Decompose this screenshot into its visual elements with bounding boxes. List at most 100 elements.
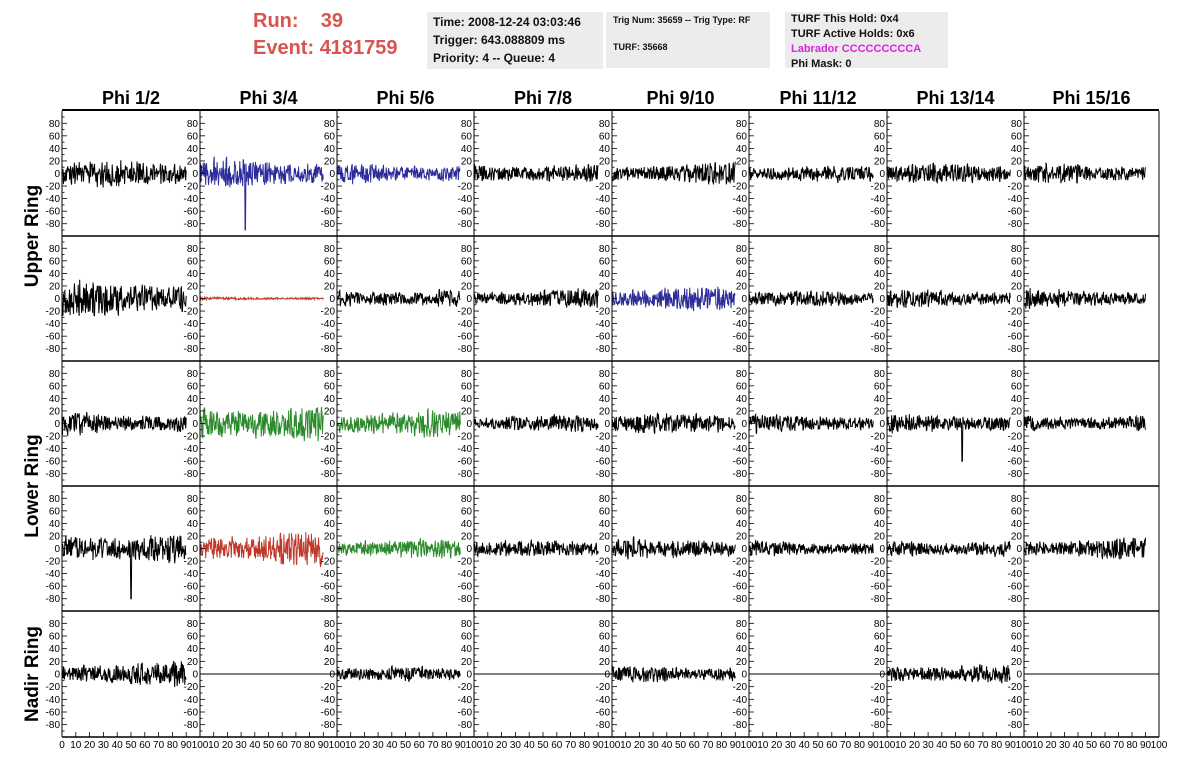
y-tick-label: 80 [461,244,473,255]
y-tick-label: -80 [46,469,61,480]
ring-label: Lower Ring [22,434,43,537]
column-title: Phi 3/4 [239,88,297,108]
y-tick-label: 40 [324,519,336,530]
x-tick-label: 90 [181,740,193,751]
y-tick-label: 60 [187,256,199,267]
y-tick-label: 80 [49,119,61,130]
y-tick-label: 0 [879,294,885,305]
y-tick-label: 60 [599,506,611,517]
y-tick-label: -20 [596,682,611,693]
y-tick-label: -40 [871,695,886,706]
y-tick-label: 60 [874,381,886,392]
y-tick-label: -80 [184,594,199,605]
y-tick-label: 80 [736,494,748,505]
y-tick-label: 40 [49,269,61,280]
y-tick-label: 60 [874,506,886,517]
y-tick-label: -80 [458,594,473,605]
x-tick-label: 60 [1099,740,1111,751]
x-tick-label: 20 [634,740,646,751]
y-tick-label: -60 [321,457,336,468]
waveform-trace [61,411,187,436]
x-tick-label: 90 [868,740,880,751]
column-title: Phi 13/14 [916,88,994,108]
x-tick-label: 20 [222,740,234,751]
waveform-trace [1023,414,1146,432]
x-tick-label: 10 [1032,740,1044,751]
y-tick-label: 20 [599,156,611,167]
x-tick-label: 70 [290,740,302,751]
x-tick-label: 10 [895,740,907,751]
y-tick-label: 0 [329,544,335,555]
y-tick-label: -60 [321,582,336,593]
y-tick-label: -40 [871,319,886,330]
y-tick-label: 0 [741,670,747,681]
y-tick-label: -60 [596,708,611,719]
y-tick-label: 0 [879,544,885,555]
waveform-trace [886,162,1011,184]
y-tick-label: 0 [741,544,747,555]
y-tick-label: 40 [874,144,886,155]
waveform-trace [1023,288,1146,309]
y-tick-label: -20 [184,682,199,693]
y-tick-label: -20 [871,432,886,443]
y-tick-label: 60 [49,632,61,643]
y-tick-label: 0 [1016,169,1022,180]
y-tick-label: 0 [192,670,198,681]
y-tick-label: 20 [874,406,886,417]
y-tick-label: -80 [458,720,473,731]
x-tick-label: 40 [249,740,261,751]
waveform-trace [748,413,874,435]
priority-text: Priority: 4 -- Queue: 4 [433,51,556,65]
y-tick-label: 80 [324,119,336,130]
y-tick-label: -20 [1008,182,1023,193]
y-tick-label: 20 [324,531,336,542]
x-tick-label: 10 [757,740,769,751]
waveform-trace [886,289,1011,308]
y-tick-label: 20 [1011,156,1023,167]
x-tick-label: 50 [812,740,824,751]
waveform-trace [199,532,324,568]
y-tick-label: -40 [46,569,61,580]
y-tick-label: 20 [874,657,886,668]
y-tick-label: -40 [458,194,473,205]
y-tick-label: -40 [596,194,611,205]
y-tick-label: 80 [461,619,473,630]
y-tick-label: 0 [1016,294,1022,305]
y-tick-label: -80 [458,219,473,230]
trigger-info-panel: Trig Num: 35659 -- Trig Type: RF TURF: 3… [606,12,770,68]
x-tick-label: 40 [661,740,673,751]
y-tick-label: -20 [871,307,886,318]
y-tick-label: -40 [871,194,886,205]
y-tick-label: -80 [184,344,199,355]
x-tick-label: 30 [236,740,248,751]
y-tick-label: -60 [596,457,611,468]
waveform-trace [61,535,187,600]
y-tick-label: 60 [1011,632,1023,643]
x-tick-label: 80 [854,740,866,751]
y-tick-label: 20 [736,281,748,292]
y-tick-label: 20 [187,657,199,668]
y-tick-label: 60 [874,632,886,643]
y-tick-label: -40 [733,569,748,580]
y-tick-label: -80 [596,720,611,731]
y-tick-label: 20 [49,531,61,542]
y-tick-label: 0 [54,169,60,180]
x-tick-label: 100 [1016,740,1033,751]
y-tick-label: -20 [458,307,473,318]
y-tick-label: -20 [871,182,886,193]
y-tick-label: -40 [458,695,473,706]
y-tick-label: -80 [321,219,336,230]
y-tick-label: -20 [321,182,336,193]
y-tick-label: -80 [46,219,61,230]
waveform-trace [336,163,461,185]
y-tick-label: -80 [1008,219,1023,230]
y-tick-label: 60 [599,632,611,643]
x-tick-label: 70 [153,740,165,751]
y-tick-label: 40 [599,394,611,405]
run-value: 39 [320,10,344,32]
y-tick-label: 0 [741,169,747,180]
y-tick-label: 20 [874,531,886,542]
y-tick-label: -40 [321,695,336,706]
y-tick-label: 0 [879,670,885,681]
